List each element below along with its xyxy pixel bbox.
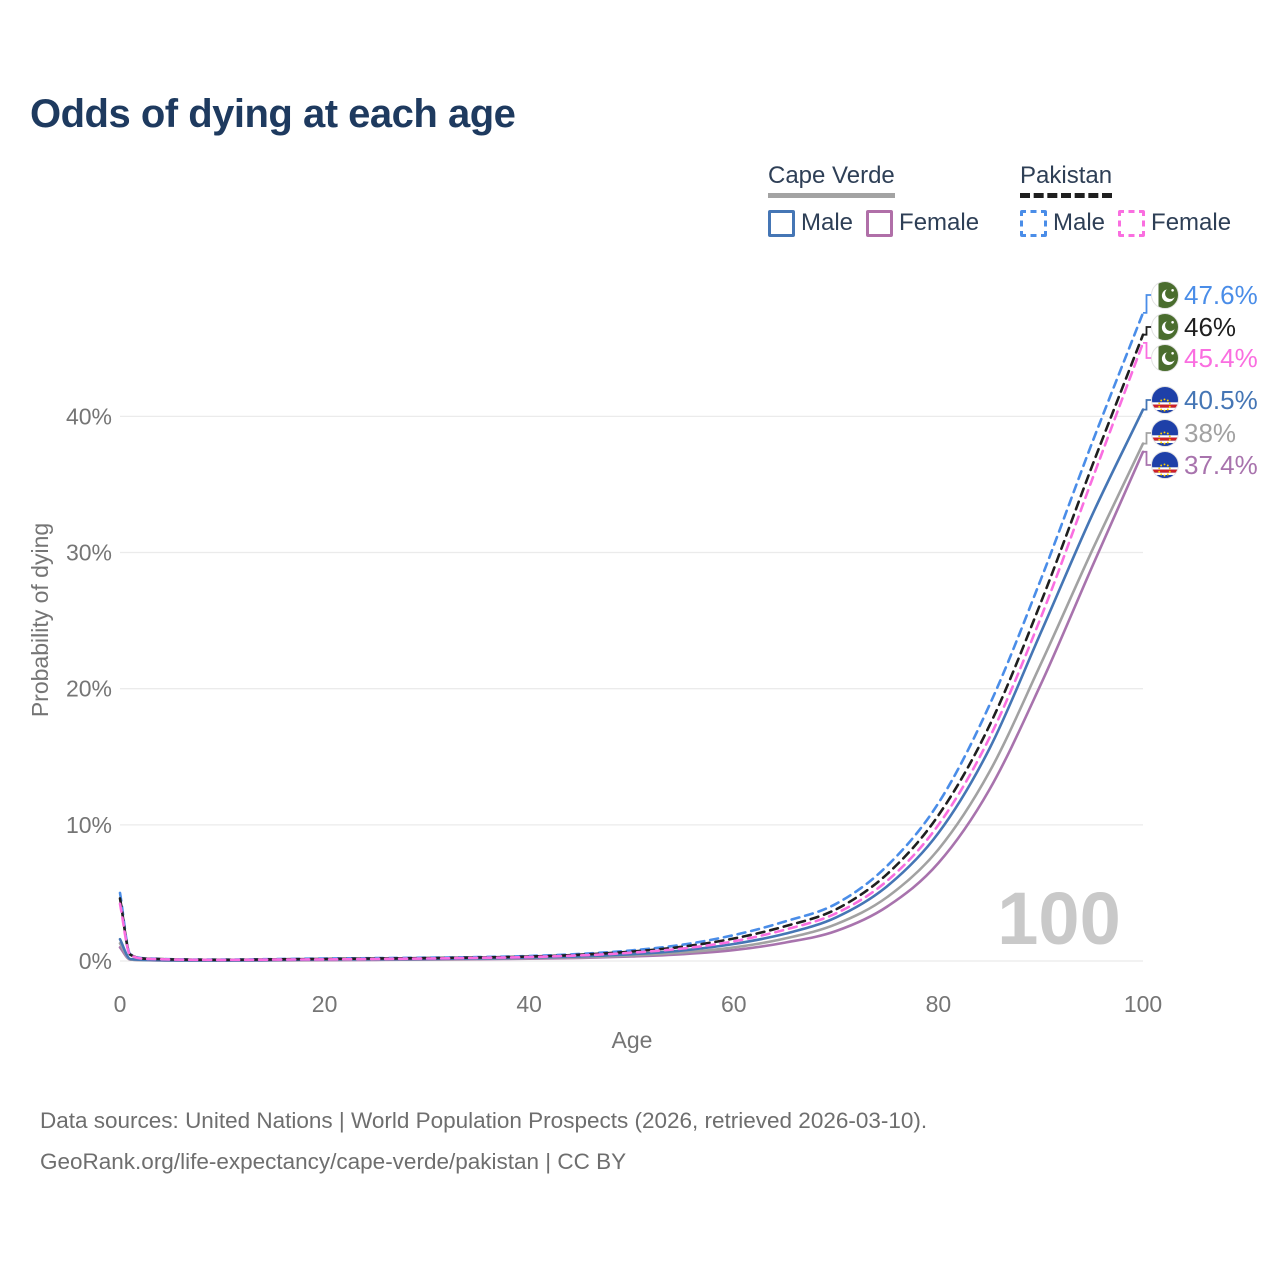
cape-verde-flag-icon <box>1151 419 1179 447</box>
leader-line-pakistan-female <box>1143 342 1152 359</box>
pakistan-flag-icon <box>1151 281 1179 309</box>
x-axis-tick-label: 40 <box>516 991 542 1017</box>
pakistan-male-swatch-icon <box>1020 209 1047 237</box>
end-label-cape-verde-male: 40.5% <box>1151 384 1258 415</box>
end-label-value: 37.4% <box>1184 449 1258 480</box>
page-title: Odds of dying at each age <box>30 92 516 136</box>
x-axis-title: Age <box>612 1027 653 1053</box>
legend-item-cape-verde-female[interactable]: Female <box>866 209 979 237</box>
series-line-pakistan-male <box>118 311 1145 961</box>
legend-item-pakistan-male[interactable]: Male <box>1020 209 1105 237</box>
cape-verde-flag-icon <box>1151 386 1179 414</box>
leader-line-cape-verde-both <box>1143 432 1152 445</box>
end-label-cape-verde-both: 38% <box>1151 417 1237 448</box>
legend-item-cape-verde-male[interactable]: Male <box>768 209 853 237</box>
y-axis-tick-label: 10% <box>66 812 112 838</box>
leader-line-pakistan-both <box>1143 326 1152 336</box>
leader-line-pakistan-male <box>1143 294 1152 314</box>
end-label-pakistan-female: 45.4% <box>1151 342 1258 373</box>
series-line-cape-verde-both <box>118 442 1145 962</box>
end-label-value: 45.4% <box>1184 342 1258 373</box>
legend-item-pakistan-female[interactable]: Female <box>1118 209 1231 237</box>
y-axis-title: Probability of dying <box>27 523 53 717</box>
legend-heading-cape-verde: Cape Verde <box>768 162 895 198</box>
x-axis-tick-label: 0 <box>114 991 127 1017</box>
legend-group-cape-verde: Cape Verde Male Female <box>768 162 979 237</box>
x-axis-tick-label: 20 <box>312 991 338 1017</box>
cape-verde-flag-icon <box>1151 451 1179 479</box>
y-axis-tick-label: 0% <box>79 948 112 974</box>
pakistan-flag-icon <box>1151 313 1179 341</box>
attribution-text: GeoRank.org/life-expectancy/cape-verde/p… <box>40 1149 627 1174</box>
leader-line-cape-verde-female <box>1143 450 1152 466</box>
end-label-pakistan-both: 46% <box>1151 311 1237 342</box>
cape-verde-male-swatch-icon <box>768 209 795 237</box>
data-source-text: Data sources: United Nations | World Pop… <box>40 1108 928 1133</box>
x-axis-tick-label: 100 <box>1124 991 1162 1017</box>
gridlines: 0% 10% 20% 30% 40% 0 20 40 60 80 100 <box>66 403 1162 1017</box>
end-label-pakistan-male: 47.6% <box>1151 279 1258 310</box>
age-counter-watermark: 100 <box>997 877 1120 960</box>
legend-heading-pakistan: Pakistan <box>1020 162 1113 198</box>
series-line-pakistan-female <box>118 341 1145 962</box>
legend-row: Male Female <box>1020 209 1231 237</box>
series-line-cape-verde-male <box>118 408 1145 962</box>
pakistan-flag-icon <box>1151 344 1179 372</box>
x-axis-tick-label: 80 <box>926 991 952 1017</box>
y-axis-tick-label: 40% <box>66 403 112 429</box>
y-axis-tick-label: 30% <box>66 540 112 566</box>
x-axis-tick-label: 60 <box>721 991 747 1017</box>
leader-line-cape-verde-male <box>1143 399 1152 411</box>
series-line-pakistan-both <box>118 333 1145 962</box>
series-lines <box>118 311 1145 962</box>
end-label-value: 46% <box>1184 311 1237 342</box>
cape-verde-female-swatch-icon <box>866 209 894 237</box>
y-axis-tick-label: 20% <box>66 676 112 702</box>
end-label-cape-verde-female: 37.4% <box>1151 449 1258 480</box>
end-label-value: 38% <box>1184 417 1237 448</box>
pakistan-female-swatch-icon <box>1118 209 1146 237</box>
legend-group-pakistan: Pakistan Male Female <box>1020 162 1231 237</box>
end-label-value: 40.5% <box>1184 384 1258 415</box>
end-label-value: 47.6% <box>1184 279 1258 310</box>
legend-row: Male Female <box>768 209 979 237</box>
